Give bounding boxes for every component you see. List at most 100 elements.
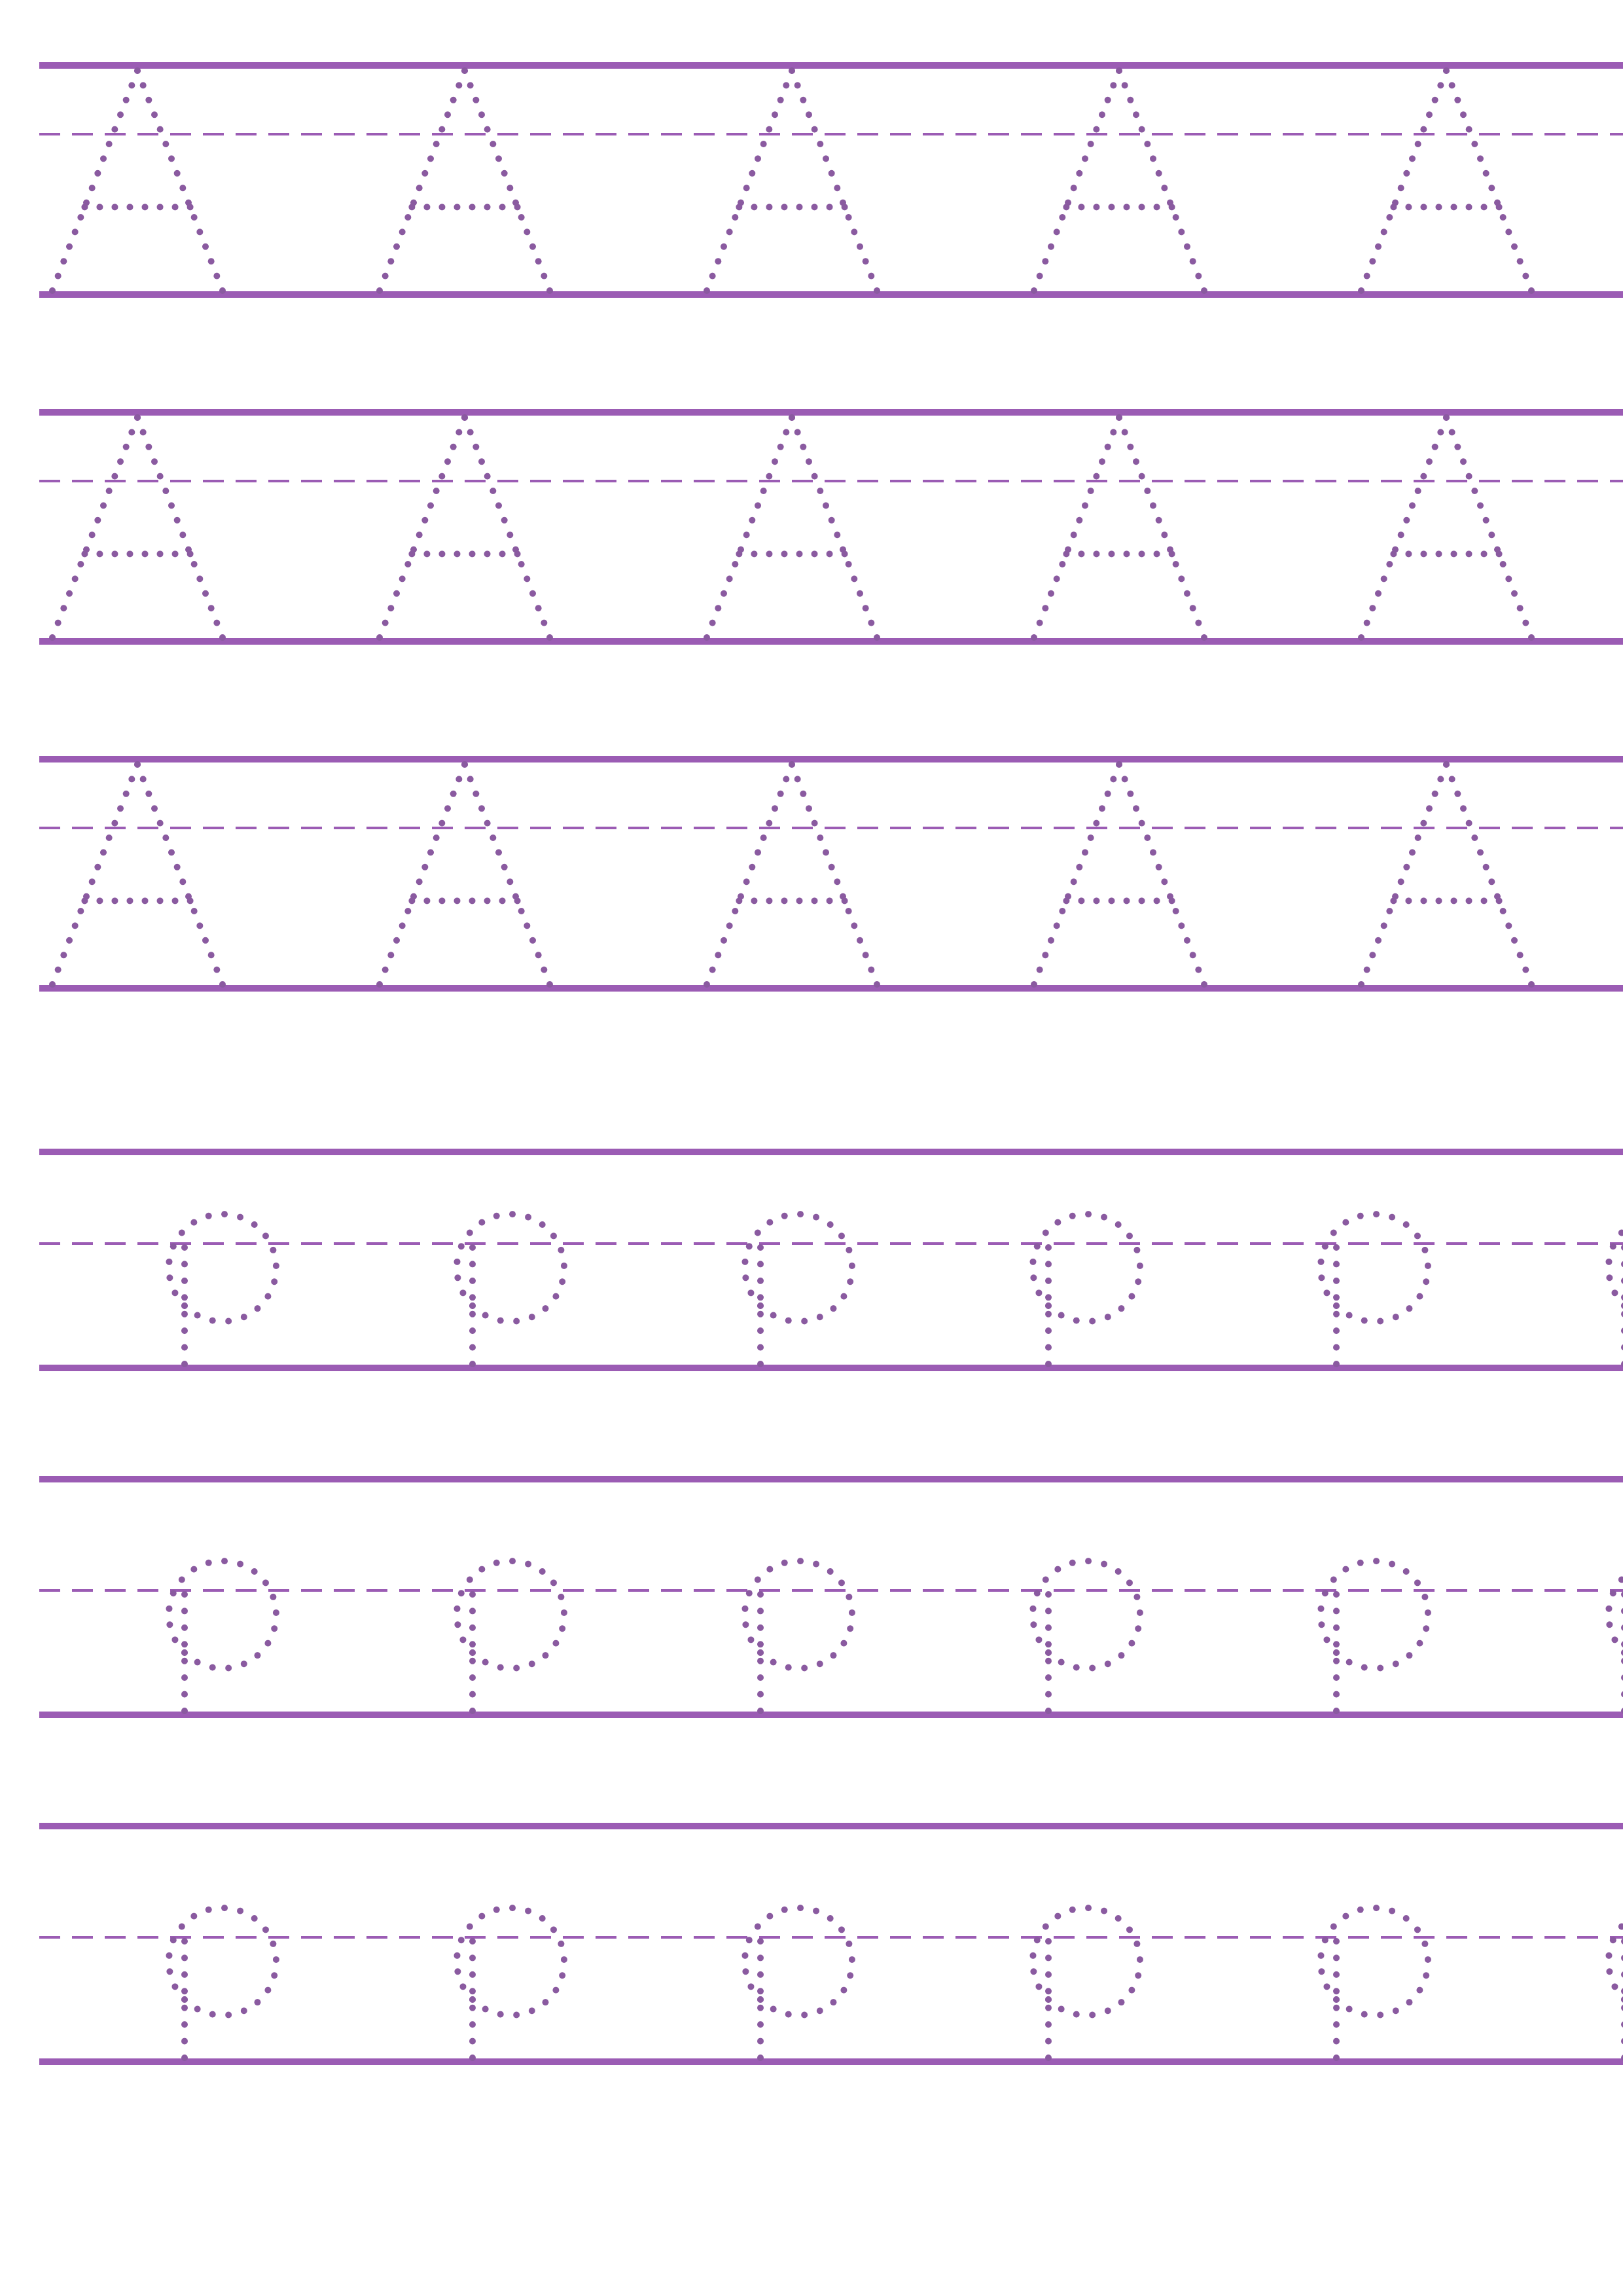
- lowercase-row: [39, 1937, 1623, 2062]
- a-bowl: [1317, 1905, 1431, 2018]
- letter-uppercase-a: [49, 414, 226, 641]
- a-left-leg: [1031, 414, 1122, 641]
- a-crossbar: [81, 550, 193, 557]
- a-right-leg: [1443, 67, 1535, 294]
- a-crossbar: [736, 204, 847, 210]
- a-crossbar: [408, 204, 520, 210]
- letter-lowercase-a: [1029, 1211, 1143, 1367]
- a-bowl: [1029, 1558, 1143, 1671]
- letter-uppercase-a: [49, 761, 226, 988]
- a-left-leg: [1358, 67, 1450, 294]
- a-right-leg: [1116, 67, 1207, 294]
- a-bowl: [1029, 1905, 1143, 2018]
- letter-lowercase-a: [1317, 1558, 1431, 1714]
- letter-uppercase-a: [376, 414, 553, 641]
- a-right-leg: [461, 761, 553, 988]
- a-bowl: [166, 1905, 279, 2018]
- letter-lowercase-a: [1317, 1905, 1431, 2061]
- letter-lowercase-a: [454, 1905, 567, 2061]
- letter-lowercase-a: [166, 1905, 279, 2061]
- letter-uppercase-a: [704, 761, 880, 988]
- lowercase-row: [39, 1244, 1623, 1368]
- a-bowl: [1605, 1558, 1623, 1671]
- letter-lowercase-a: [166, 1211, 279, 1367]
- letter-uppercase-a: [1031, 761, 1207, 988]
- a-left-leg: [1358, 761, 1450, 988]
- a-right-leg: [789, 761, 880, 988]
- letter-lowercase-a: [1605, 1905, 1623, 2061]
- letter-lowercase-a: [1605, 1211, 1623, 1367]
- a-crossbar: [736, 550, 847, 557]
- a-right-leg: [461, 414, 553, 641]
- letter-lowercase-a: [454, 1211, 567, 1367]
- a-crossbar: [408, 550, 520, 557]
- letter-uppercase-a: [1358, 67, 1535, 294]
- a-bowl: [454, 1211, 567, 1324]
- a-bowl: [1605, 1905, 1623, 2018]
- a-crossbar: [81, 897, 193, 904]
- letter-uppercase-a: [376, 761, 553, 988]
- letter-uppercase-a: [704, 414, 880, 641]
- letter-uppercase-a: [49, 67, 226, 294]
- a-left-leg: [376, 67, 468, 294]
- a-left-leg: [49, 414, 141, 641]
- a-bowl: [166, 1211, 279, 1324]
- a-right-leg: [1116, 414, 1207, 641]
- a-bowl: [741, 1905, 855, 2018]
- a-crossbar: [1063, 204, 1175, 210]
- letter-lowercase-a: [741, 1558, 855, 1714]
- uppercase-row: [39, 65, 1623, 295]
- a-bowl: [1317, 1211, 1431, 1324]
- a-right-leg: [134, 67, 226, 294]
- a-right-leg: [134, 761, 226, 988]
- a-bowl: [1605, 1211, 1623, 1324]
- a-left-leg: [1031, 67, 1122, 294]
- a-right-leg: [1116, 761, 1207, 988]
- letter-lowercase-a: [741, 1211, 855, 1367]
- uppercase-row: [39, 412, 1623, 641]
- a-bowl: [1317, 1558, 1431, 1671]
- letter-uppercase-a: [1358, 761, 1535, 988]
- a-left-leg: [704, 67, 795, 294]
- tracing-worksheet: [0, 0, 1623, 2296]
- a-left-leg: [1358, 414, 1450, 641]
- letter-uppercase-a: [1031, 414, 1207, 641]
- a-bowl: [741, 1558, 855, 1671]
- a-bowl: [454, 1558, 567, 1671]
- a-left-leg: [49, 67, 141, 294]
- letter-uppercase-a: [376, 67, 553, 294]
- letter-lowercase-a: [741, 1905, 855, 2061]
- a-right-leg: [1443, 761, 1535, 988]
- letter-lowercase-a: [1029, 1558, 1143, 1714]
- a-crossbar: [1390, 897, 1502, 904]
- letter-lowercase-a: [166, 1558, 279, 1714]
- letter-uppercase-a: [1031, 67, 1207, 294]
- uppercase-row: [39, 759, 1623, 988]
- lowercase-row: [39, 1590, 1623, 1715]
- a-left-leg: [1031, 761, 1122, 988]
- a-left-leg: [704, 414, 795, 641]
- a-crossbar: [1063, 897, 1175, 904]
- a-crossbar: [408, 897, 520, 904]
- letter-lowercase-a: [1605, 1558, 1623, 1714]
- letter-lowercase-a: [1317, 1211, 1431, 1367]
- a-right-leg: [789, 67, 880, 294]
- letter-uppercase-a: [704, 67, 880, 294]
- a-left-leg: [376, 414, 468, 641]
- a-bowl: [741, 1211, 855, 1324]
- letter-uppercase-a: [1358, 414, 1535, 641]
- a-crossbar: [736, 897, 847, 904]
- a-crossbar: [1063, 550, 1175, 557]
- a-left-leg: [376, 761, 468, 988]
- a-bowl: [166, 1558, 279, 1671]
- letter-lowercase-a: [454, 1558, 567, 1714]
- a-right-leg: [461, 67, 553, 294]
- a-left-leg: [704, 761, 795, 988]
- a-bowl: [454, 1905, 567, 2018]
- letter-lowercase-a: [1029, 1905, 1143, 2061]
- a-right-leg: [789, 414, 880, 641]
- a-crossbar: [81, 204, 193, 210]
- a-left-leg: [49, 761, 141, 988]
- a-right-leg: [1443, 414, 1535, 641]
- a-right-leg: [134, 414, 226, 641]
